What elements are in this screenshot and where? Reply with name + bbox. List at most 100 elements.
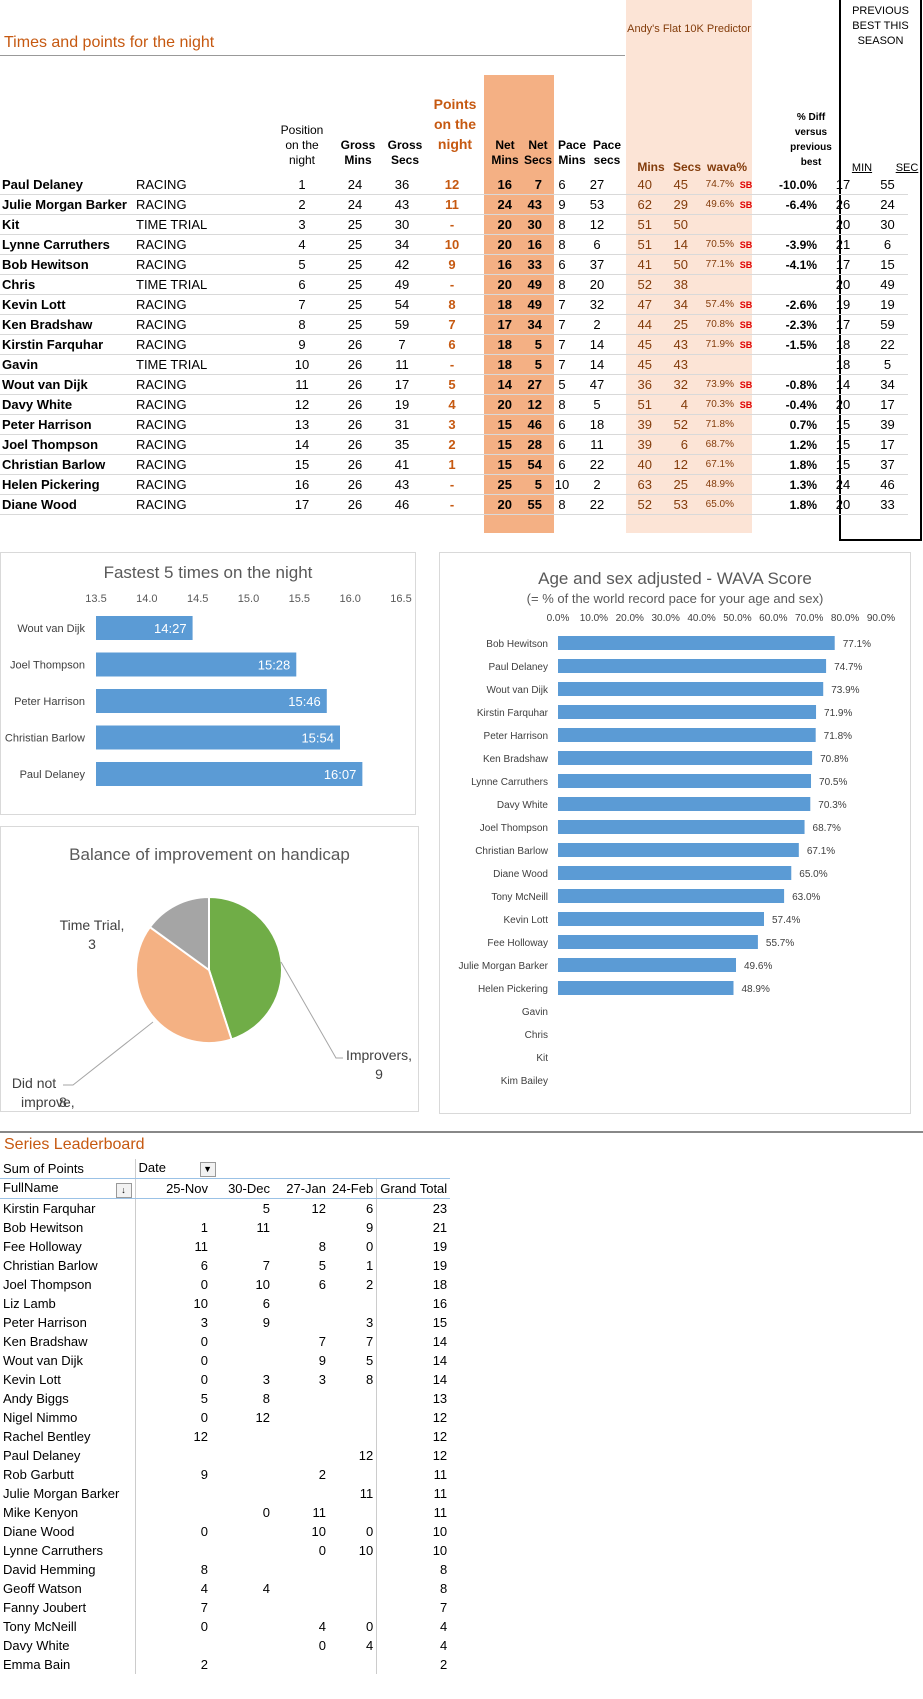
header-wava: wava% (706, 160, 748, 174)
results-row: Christian Barlow RACING 15 26 41 1 15 54 6 22 40 12… (0, 454, 908, 475)
results-pace-mins: 8 (544, 234, 580, 255)
x-tick-label: 40.0% (687, 613, 715, 624)
results-row: Kevin Lott RACING 7 25 54 8 18 49 7 32 47 34 57.4% SB… (0, 294, 908, 315)
pivot-column-header: Grand Total (376, 1178, 451, 1199)
results-gross-secs: 19 (380, 394, 424, 415)
leaderboard-points: 9 (200, 1467, 208, 1482)
leaderboard-row: Joel Thompson 0 10 6 2 18 (0, 1275, 451, 1294)
results-row: Joel Thompson RACING 14 26 35 2 15 28 6 11 39 6 68.7… (0, 434, 908, 455)
results-pace-secs: 53 (580, 194, 614, 215)
leaderboard-points (329, 1408, 377, 1427)
results-name: Kevin Lott (0, 294, 134, 315)
results-pred-mins: 39 (614, 414, 654, 435)
leaderboard-points (211, 1636, 273, 1655)
results-row: Lynne Carruthers RACING 4 25 34 10 20 16 8 6 51 14 7… (0, 234, 908, 255)
results-sb-badge: SB (736, 394, 756, 415)
results-best-sec: 46 (867, 474, 908, 495)
data-label: 77.1% (843, 639, 871, 650)
results-pred-mins: 51 (614, 214, 654, 235)
category-label: Ken Bradshaw (483, 754, 549, 765)
wava-bar (558, 866, 792, 880)
results-pace-mins: 6 (544, 254, 580, 275)
pie-slice (148, 895, 210, 972)
results-pred-mins: 51 (614, 394, 654, 415)
results-best-min: 14 (819, 374, 867, 395)
leaderboard-points: 5 (262, 1201, 270, 1216)
leaderboard-total: 19 (376, 1256, 451, 1275)
results-name: Peter Harrison (0, 414, 134, 435)
filter-icon[interactable]: ▼ (199, 1161, 216, 1177)
results-position: 13 (274, 414, 330, 435)
leaderboard-name: Kevin Lott (0, 1370, 136, 1389)
results-pred-mins: 36 (614, 374, 654, 395)
results-net-mins: 25 (480, 474, 514, 495)
sort-filter-icon[interactable]: ↓ (115, 1182, 132, 1198)
results-gross-mins: 26 (330, 374, 380, 395)
wava-bar (558, 797, 811, 811)
leaderboard-points: 5 (318, 1258, 326, 1273)
leaderboard-name: Kirstin Farquhar (0, 1198, 136, 1218)
leaderboard-points (273, 1655, 329, 1674)
leaderboard-total: 14 (376, 1351, 451, 1370)
results-wava: 49.6% (690, 194, 736, 215)
results-best-min: 18 (819, 334, 867, 355)
results-pace-secs: 14 (580, 334, 614, 355)
leaderboard-rule (0, 1131, 923, 1133)
results-pred-mins: 51 (614, 234, 654, 255)
results-name: Chris (0, 274, 134, 295)
leaderboard-row: Julie Morgan Barker 11 11 (0, 1484, 451, 1503)
results-best-min: 26 (819, 194, 867, 215)
leaderboard-points (135, 1446, 211, 1465)
pivot-date-filter[interactable]: Date ▼ (135, 1159, 451, 1179)
results-points: 9 (424, 254, 480, 275)
category-label: Paul Delaney (20, 769, 86, 781)
leaderboard-points (273, 1408, 329, 1427)
results-row: Bob Hewitson RACING 5 25 42 9 16 33 6 37 41 50 77.1%… (0, 254, 908, 275)
results-net-secs: 5 (514, 474, 544, 495)
results-type: RACING (134, 294, 274, 315)
leaderboard-points: 11 (194, 1239, 209, 1254)
leaderboard-points: 0 (262, 1505, 270, 1520)
results-diff: -3.9% (756, 234, 819, 255)
results-diff (756, 354, 819, 375)
results-wava: 74.7% (690, 175, 736, 195)
results-name: Christian Barlow (0, 454, 134, 475)
results-points: - (424, 354, 480, 375)
pivot-fullname-filter[interactable]: FullName ↓ (0, 1178, 136, 1199)
x-tick-label: 80.0% (831, 613, 859, 624)
leaderboard-points: 11 (256, 1220, 271, 1235)
leaderboard-name: Lynne Carruthers (0, 1541, 136, 1560)
pivot-column-header: 25-Nov (135, 1178, 211, 1199)
results-net-mins: 15 (480, 454, 514, 475)
results-position: 11 (274, 374, 330, 395)
leaderboard-points (329, 1465, 377, 1484)
results-name: Julie Morgan Barker (0, 194, 134, 215)
results-gross-mins: 25 (330, 254, 380, 275)
results-sb-badge (736, 454, 756, 475)
leaderboard-name: Andy Biggs (0, 1389, 136, 1408)
results-pred-mins: 47 (614, 294, 654, 315)
leaderboard-name: Rob Garbutt (0, 1465, 136, 1484)
results-gross-secs: 31 (380, 414, 424, 435)
results-pace-secs: 12 (580, 214, 614, 235)
results-pred-secs: 6 (654, 434, 690, 455)
data-label: 16:07 (324, 767, 357, 782)
results-gross-secs: 42 (380, 254, 424, 275)
category-label: Kevin Lott (504, 915, 549, 926)
results-gross-mins: 26 (330, 454, 380, 475)
results-pred-mins: 62 (614, 194, 654, 215)
leaderboard-row: David Hemming 8 8 (0, 1560, 451, 1579)
leaderboard-total: 2 (376, 1655, 451, 1674)
leaderboard-row: Diane Wood 0 10 0 10 (0, 1522, 451, 1541)
results-net-secs: 28 (514, 434, 544, 455)
wava-chart: Age and sex adjusted - WAVA Score (= % o… (439, 552, 911, 1114)
leaderboard-points (211, 1427, 273, 1446)
leaderboard-row: Christian Barlow 6 7 5 1 19 (0, 1256, 451, 1275)
results-best-min: 20 (819, 394, 867, 415)
data-label: 71.9% (824, 708, 852, 719)
leaderboard-points (329, 1598, 377, 1617)
results-diff: -0.4% (756, 394, 819, 415)
leaderboard-row: Peter Harrison 3 9 3 15 (0, 1313, 451, 1332)
results-pace-secs: 18 (580, 414, 614, 435)
results-sb-badge: SB (736, 175, 756, 195)
